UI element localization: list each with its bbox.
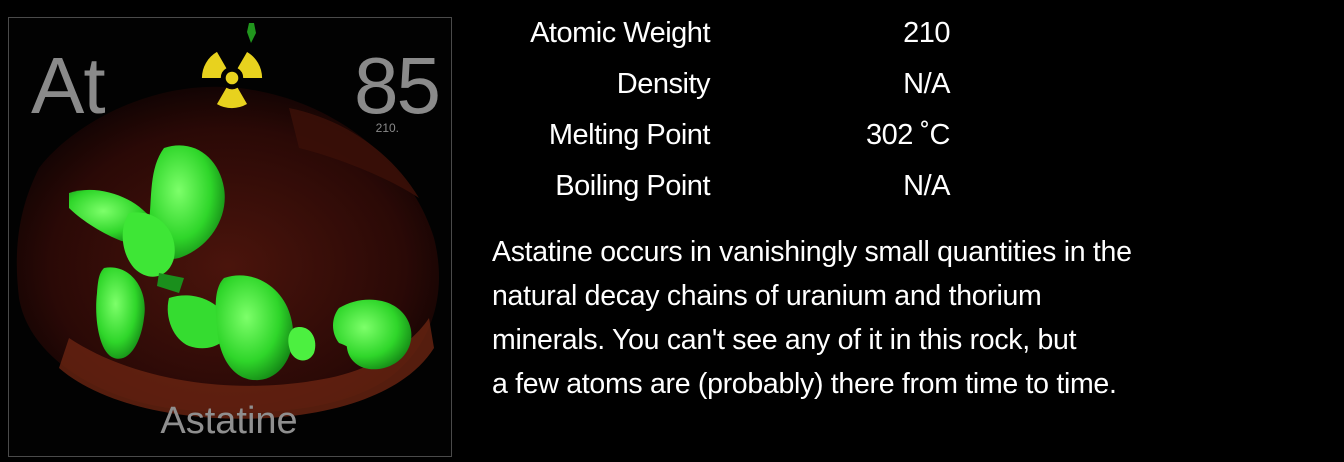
element-symbol: At	[31, 41, 106, 130]
property-label: Melting Point	[548, 119, 711, 151]
element-name: Astatine	[160, 400, 298, 442]
tile-atomic-weight: 210.	[375, 121, 399, 135]
radiation-warning-icon	[201, 51, 263, 109]
property-value: 210	[903, 17, 950, 49]
property-value: 302 ˚C	[865, 119, 951, 151]
property-label: Boiling Point	[555, 170, 710, 202]
properties-table: Atomic Weight 210 Density N/A Melting Po…	[490, 15, 970, 219]
rock-photo	[16, 23, 439, 419]
element-tile: At 85 210. Astatine	[8, 17, 452, 457]
property-row-melting-point: Melting Point 302 ˚C	[490, 117, 970, 168]
element-description: Astatine occurs in vanishingly small qua…	[492, 236, 1132, 400]
atomic-number: 85	[354, 41, 441, 130]
property-value: N/A	[903, 170, 950, 202]
property-label: Density	[616, 68, 711, 100]
property-label: Atomic Weight	[530, 17, 710, 49]
property-value: N/A	[903, 68, 950, 100]
property-row-boiling-point: Boiling Point N/A	[490, 168, 970, 219]
property-row-density: Density N/A	[490, 66, 970, 117]
property-row-atomic-weight: Atomic Weight 210	[490, 15, 970, 66]
